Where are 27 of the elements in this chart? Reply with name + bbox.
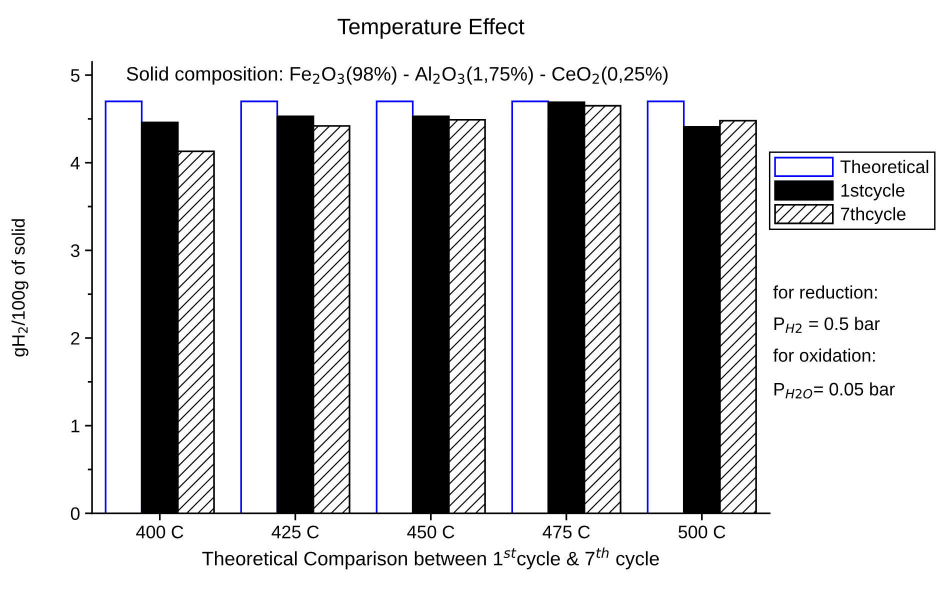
y-tick-label: 3	[70, 244, 80, 258]
x-axis-title: Theoretical Comparison between 1$^{st}$cycle & 7$^{th}$ cycle	[202, 547, 659, 570]
x-tick-label: 400 C	[136, 526, 184, 538]
y-tick-label: 1	[72, 420, 80, 432]
x-tick-label: 475 C	[542, 526, 590, 538]
legend-label: 1stcycle	[841, 184, 904, 200]
chart-title: Temperature Effect	[338, 18, 524, 39]
text: P$_{H2O}$= 0.05 bar	[774, 382, 895, 399]
legend-label: 7thcycle	[840, 207, 906, 224]
x-tick-label: 500 C	[678, 526, 726, 538]
bar	[104, 100, 143, 514]
y-tick-label: 5	[70, 69, 80, 82]
y-tick-label: 0	[70, 507, 80, 520]
bar	[511, 100, 550, 514]
x-tick-label: 425 C	[272, 526, 319, 538]
y-tick-label: 2	[71, 332, 80, 345]
text: for oxidation:	[773, 348, 875, 362]
bar	[240, 100, 278, 514]
x-tick-label: 450 C	[407, 526, 454, 538]
bar	[646, 100, 685, 514]
y-tick-label: 4	[70, 156, 80, 170]
legend-label: Theoretical	[840, 160, 928, 174]
text: P$_{H2}$ = 0.5 bar	[774, 316, 880, 333]
bar	[376, 100, 414, 514]
y-axis-title: gH$_{2}$/100g of solid	[12, 219, 28, 356]
text: Solid composition: Fe$_{2}$O$_{3}$(98%) - Al$_{2}$O$_{3}$(1,75%) - CeO$_{2}$(0,25%)	[126, 66, 668, 85]
text: for reduction:	[773, 285, 877, 299]
